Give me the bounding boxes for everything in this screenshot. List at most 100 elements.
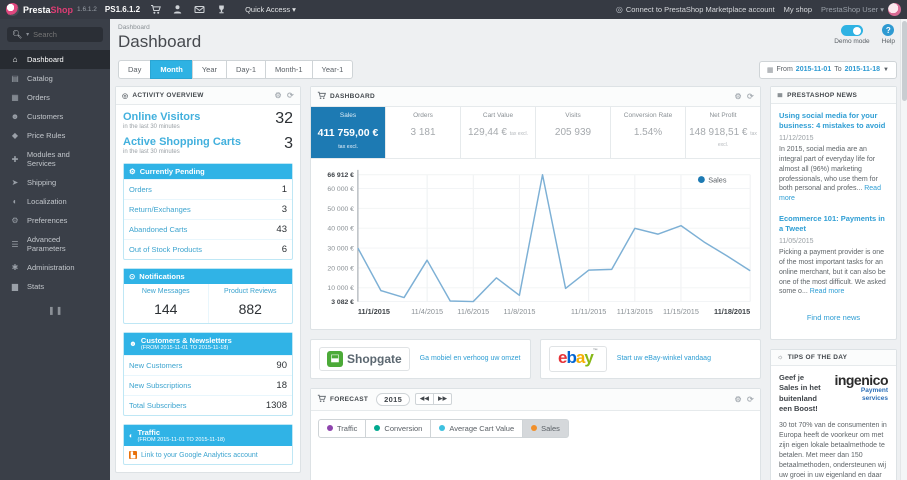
tips-panel-title: TIPS OF THE DAY [787,354,848,362]
article-date: 11/12/2015 [779,135,814,143]
customers-icon[interactable] [171,3,184,16]
marketplace-link[interactable]: ◎ Connect to PrestaShop Marketplace accou… [615,5,775,14]
demo-mode-toggle[interactable] [840,25,863,36]
article-title-link[interactable]: Using social media for your business: 4 … [779,111,886,131]
svg-text:3 082 €: 3 082 € [331,299,354,306]
shopgate-ad-link[interactable]: Ga mobiel en verhoog uw omzet [419,355,521,363]
ebay-ad[interactable]: ebay™ Start uw eBay-winkel vandaag [540,338,761,379]
row-link[interactable]: Orders [129,185,152,195]
range-month-1-button[interactable]: Month-1 [265,60,313,79]
find-more-news-link[interactable]: Find more news [806,313,861,323]
sidebar-item-label: Administration [27,263,75,272]
chevron-down-icon: ▼ [883,66,889,73]
svg-text:11/4/2015: 11/4/2015 [411,307,443,316]
help-icon[interactable]: ? [882,24,895,36]
range-year-1-button[interactable]: Year-1 [311,60,354,79]
refresh-icon[interactable]: ⟳ [746,394,754,404]
new-messages-cell[interactable]: New Messages 144 [141,288,190,318]
gear-icon[interactable]: ⚙ [274,91,282,100]
gear-icon[interactable]: ⚙ [734,92,742,101]
forecast-year-button[interactable]: 2015 [376,392,411,406]
help-label: Help [881,38,895,45]
range-day-1-button[interactable]: Day-1 [226,60,267,79]
sidebar-search[interactable]: 🔍︎ ▾ [7,27,103,42]
tip-body: 30 tot 70% van de consumenten in Europa … [779,421,887,480]
row-link[interactable]: Out of Stock Products [129,245,202,255]
forecast-conversion-button[interactable]: Conversion [365,418,432,438]
cart-icon [317,394,327,405]
kpi-tab-conversion-rate[interactable]: Conversion Rate 1.54% [611,107,686,158]
sidebar-item-price-rules[interactable]: ◆ Price Rules [0,126,110,145]
sidebar-item-stats[interactable]: ▆ Stats [0,277,110,296]
sidebar-item-shipping[interactable]: ➤ Shipping [0,173,110,192]
svg-text:40 000 €: 40 000 € [327,226,354,233]
row-link[interactable]: Return/Exchanges [129,205,191,215]
row-value: 1 [281,184,287,196]
refresh-icon[interactable]: ⟳ [746,92,754,101]
svg-text:11/6/2015: 11/6/2015 [457,307,489,316]
cart-icon[interactable] [149,3,162,16]
product-reviews-cell[interactable]: Product Reviews 882 [207,284,293,324]
brand-name: PrestaShop [23,4,74,15]
date-range-button[interactable]: ▦ From 2015-11-01 To 2015-11-18 ▼ [758,60,897,79]
row-link[interactable]: New Customers [129,360,183,370]
breadcrumb[interactable]: Dashboard [118,24,150,31]
range-day-button[interactable]: Day [118,60,152,79]
google-analytics-icon: ▙ [129,451,137,460]
sidebar-item-dashboard[interactable]: ⌂ Dashboard [0,50,110,69]
tip-headline: Geef je Sales in het buitenland een Boos… [779,373,821,413]
read-more-link[interactable]: Read more [779,185,881,203]
user-menu[interactable]: PrestaShop User ▾ [821,3,901,16]
shopgate-ad[interactable]: ⬓ Shopgate Ga mobiel en verhoog uw omzet [310,338,531,379]
sidebar-item-advanced-parameters[interactable]: ☰ Advanced Parameters [0,230,110,258]
forecast-traffic-button[interactable]: Traffic [318,418,367,438]
sidebar-item-administration[interactable]: ✱ Administration [0,258,110,277]
next-year-button[interactable]: ▶▶ [433,393,453,406]
user-avatar [888,3,901,16]
activity-overview-panel: ◎ ACTIVITY OVERVIEW ⚙ ⟳ Online Visitors i… [115,86,301,474]
kpi-tab-cart-value[interactable]: Cart Value 129,44 € tax excl. [461,107,536,158]
svg-text:11/15/2015: 11/15/2015 [663,307,699,316]
range-month-button[interactable]: Month [150,60,193,79]
scrollbar-thumb[interactable] [902,21,907,101]
svg-text:11/8/2015: 11/8/2015 [503,307,535,316]
kpi-tab-net-profit[interactable]: Net Profit 148 918,51 € tax excl. [689,112,757,148]
activity-title: ACTIVITY OVERVIEW [132,92,204,99]
read-more-link[interactable]: Read more [809,288,845,296]
search-scope-caret-icon[interactable]: ▾ [26,32,30,38]
activity-icon: ◎ [122,92,129,100]
forecast-sales-button[interactable]: Sales [522,418,569,438]
google-analytics-link[interactable]: ▙ Link to your Google Analytics account [129,451,258,460]
page-scrollbar[interactable] [900,19,907,480]
search-input[interactable] [33,30,98,39]
quick-access-menu[interactable]: Quick Access ▾ [245,5,296,14]
sidebar-item-localization[interactable]: ◐ Localization [0,192,110,211]
news-article: Using social media for your business: 4 … [779,111,888,204]
forecast-legend: Traffic Conversion Average Cart Value Sa… [311,411,760,452]
gear-icon[interactable]: ⚙ [734,394,742,404]
sidebar-item-preferences[interactable]: ⚙ Preferences [0,211,110,230]
article-title-link[interactable]: Ecommerce 101: Payments in a Tweet [779,214,885,234]
row-link[interactable]: Abandoned Carts [129,225,188,235]
sidebar-item-catalog[interactable]: ▤ Catalog [0,69,110,88]
range-year-button[interactable]: Year [191,60,227,79]
truck-icon: ➤ [11,178,19,187]
sidebar-item-customers[interactable]: ☻ Customers [0,107,110,126]
kpi-tab-orders[interactable]: Orders 3 181 [386,107,461,158]
ebay-ad-link[interactable]: Start uw eBay-winkel vandaag [616,355,711,363]
sidebar-item-label: Price Rules [27,131,66,140]
refresh-icon[interactable]: ⟳ [286,91,294,100]
sidebar-item-modules[interactable]: ✚ Modules and Services [0,145,110,173]
row-link[interactable]: Total Subscribers [129,400,187,410]
sidebar-item-orders[interactable]: ▦ Orders [0,88,110,107]
forecast-avg-cart-value-button[interactable]: Average Cart Value [430,418,524,438]
messages-icon[interactable] [193,3,206,16]
previous-year-button[interactable]: ◀◀ [415,393,435,406]
trophy-icon[interactable] [215,3,228,16]
my-shop-link[interactable]: My shop [783,5,813,14]
kpi-tab-visits[interactable]: Visits 205 939 [536,107,611,158]
row-link[interactable]: New Subscriptions [129,380,192,390]
collapse-menu-button[interactable]: ❚❚ [48,306,64,315]
prestashop-logo[interactable]: PrestaShop 1.6.1.2 PS1.6.1.2 [6,3,140,16]
kpi-tab-sales[interactable]: Sales 411 759,00 € tax excl. [311,107,386,158]
